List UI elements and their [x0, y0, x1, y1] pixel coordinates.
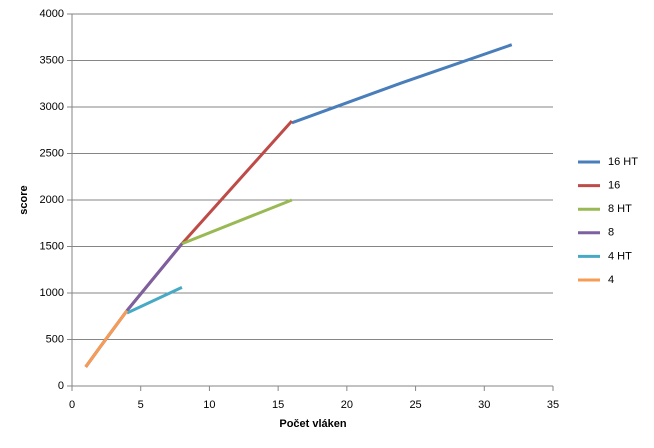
- series-line: [84, 119, 294, 368]
- series-line: [181, 198, 293, 246]
- x-tick-label: 10: [203, 399, 215, 411]
- legend-label: 8: [608, 227, 614, 239]
- series-line: [126, 286, 183, 315]
- series-line: [291, 43, 513, 125]
- x-tick-label: 25: [409, 399, 421, 411]
- y-tick-label: 1500: [40, 240, 64, 252]
- x-tick-label: 30: [478, 399, 490, 411]
- y-tick-label: 2500: [40, 147, 64, 159]
- y-tick-label: 500: [46, 333, 64, 345]
- y-tick-label: 2000: [40, 194, 64, 206]
- x-tick-label: 0: [69, 399, 75, 411]
- x-tick-label: 35: [547, 399, 559, 411]
- x-tick-label: 15: [272, 399, 284, 411]
- x-axis-title: Počet vláken: [279, 418, 347, 430]
- legend-label: 16: [608, 180, 620, 192]
- legend-label: 4 HT: [608, 250, 632, 262]
- x-tick-label: 20: [341, 399, 353, 411]
- y-tick-label: 0: [58, 380, 64, 392]
- y-axis-title: score: [18, 185, 30, 214]
- y-tick-label: 4000: [40, 8, 64, 20]
- x-tick-label: 5: [138, 399, 144, 411]
- y-tick-label: 3000: [40, 101, 64, 113]
- y-tick-label: 1000: [40, 287, 64, 299]
- legend-label: 8 HT: [608, 203, 632, 215]
- y-tick-label: 3500: [40, 54, 64, 66]
- legend-label: 4: [608, 274, 614, 286]
- legend-label: 16 HT: [608, 156, 638, 168]
- series-line: [84, 309, 129, 368]
